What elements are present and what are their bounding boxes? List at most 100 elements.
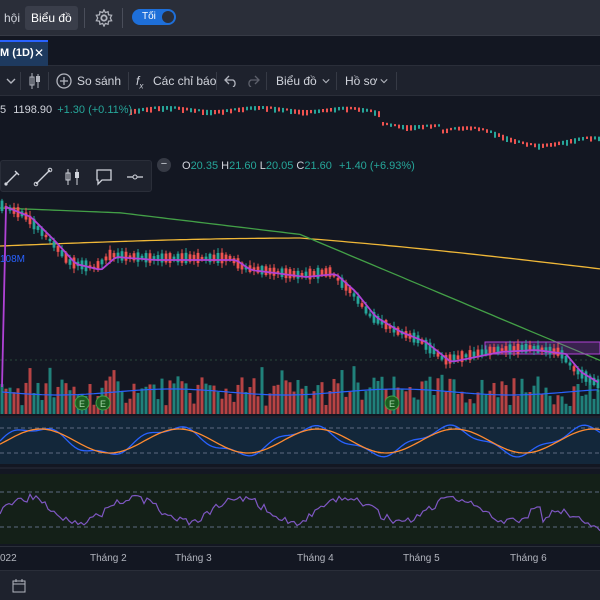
candle-body	[44, 234, 48, 238]
chart-tab[interactable]: M (1D) ✕	[0, 40, 48, 66]
theme-toggle[interactable]: Tối	[132, 9, 176, 25]
toggle-knob	[162, 11, 174, 23]
compare-bar	[334, 107, 336, 113]
candle-body	[24, 212, 28, 220]
candle-body	[140, 255, 144, 260]
compare-bar	[410, 125, 412, 131]
marker-circle[interactable]	[384, 395, 400, 411]
open-value: 20.35	[190, 160, 219, 172]
time-axis-label: Tháng 6	[510, 553, 547, 564]
plus-circle-icon[interactable]	[56, 73, 72, 89]
gear-icon[interactable]	[95, 9, 113, 27]
marker-label: E	[389, 399, 395, 409]
volume-bar	[560, 396, 564, 414]
candle-body	[192, 254, 196, 262]
volume-bar	[148, 384, 152, 414]
candle-body	[32, 218, 36, 230]
candle-body	[68, 259, 72, 265]
volume-bar	[68, 390, 72, 414]
volume-bar	[300, 388, 304, 414]
volume-bar	[184, 383, 188, 414]
compare-bar	[374, 110, 376, 116]
compare-bar	[218, 109, 220, 114]
compare-bar	[254, 106, 256, 111]
candle-body	[428, 342, 432, 354]
compare-bar	[290, 108, 292, 115]
compare-bar	[186, 107, 188, 111]
divider	[216, 72, 217, 90]
compare-bar	[582, 136, 584, 141]
compare-bar	[378, 111, 380, 118]
candle-body	[204, 256, 208, 260]
marker-circle[interactable]	[74, 395, 90, 411]
volume-bar	[592, 398, 596, 414]
candle-body	[468, 350, 472, 360]
calendar-icon[interactable]	[12, 579, 26, 593]
chart-area[interactable]: E E E	[0, 96, 600, 546]
redo-icon[interactable]	[246, 75, 260, 87]
fx-icon[interactable]: fx	[136, 74, 144, 91]
compare-bar	[454, 127, 456, 130]
chevron-down-icon[interactable]	[322, 77, 330, 85]
volume-bar	[172, 383, 176, 414]
volume-bar	[428, 376, 432, 414]
compare-bar	[514, 139, 516, 144]
volume-bar	[92, 404, 96, 414]
compare-series	[130, 106, 600, 150]
compare-bar	[474, 126, 476, 129]
compare-button[interactable]: So sánh	[77, 74, 122, 88]
close-icon[interactable]: ✕	[34, 46, 45, 60]
trend-line-icon[interactable]	[33, 167, 53, 187]
chevron-down-icon[interactable]	[6, 76, 16, 86]
candle-body	[292, 270, 296, 278]
tab-chart[interactable]: Biểu đồ	[25, 6, 78, 30]
volume-bar	[316, 385, 320, 414]
candle-body	[252, 267, 256, 271]
compare-bar	[554, 142, 556, 147]
horizontal-line-icon[interactable]	[125, 167, 145, 187]
compare-bar	[402, 124, 404, 130]
volume-bar	[244, 392, 248, 414]
marker-circle[interactable]	[95, 395, 111, 411]
volume-bar	[580, 395, 584, 414]
profile-menu-button[interactable]: Hồ sơ	[345, 74, 378, 88]
divider	[48, 72, 49, 90]
compare-bar	[162, 106, 164, 112]
volume-bar	[124, 402, 128, 414]
ma-mid-line	[0, 207, 600, 361]
volume-bar	[476, 392, 480, 414]
collapse-button[interactable]: −	[157, 158, 171, 172]
volume-bar	[412, 397, 416, 414]
open-label: O	[182, 160, 191, 172]
candle-body	[364, 306, 368, 314]
candle-body	[128, 255, 132, 258]
tab-partial[interactable]: hội	[4, 11, 21, 25]
compare-bar	[246, 106, 248, 111]
undo-icon[interactable]	[224, 75, 238, 87]
candle-style-icon[interactable]	[63, 167, 83, 187]
volume-bar	[556, 395, 560, 414]
brush-icon[interactable]	[3, 167, 23, 187]
comment-icon[interactable]	[94, 167, 114, 187]
stoch-d-line	[0, 428, 600, 454]
compare-bar	[258, 106, 260, 110]
chart-menu-button[interactable]: Biểu đồ	[276, 74, 317, 88]
volume-bar	[324, 404, 328, 414]
candle-body	[520, 344, 524, 352]
price-chart[interactable]: E E E	[0, 96, 600, 546]
volume-bar	[452, 379, 456, 414]
candlestick-icon[interactable]	[28, 72, 42, 90]
candle-body	[64, 252, 68, 263]
compare-bar	[450, 127, 452, 131]
time-axis[interactable]: 022 Tháng 2 Tháng 3 Tháng 4 Tháng 5 Thán…	[0, 546, 600, 570]
compare-bar	[198, 109, 200, 112]
volume-bar	[440, 374, 444, 414]
compare-bar	[510, 137, 512, 143]
divider	[128, 72, 129, 90]
chevron-down-icon[interactable]	[380, 77, 388, 85]
indicators-button[interactable]: Các chỉ báo	[153, 74, 217, 88]
compare-bar	[274, 106, 276, 113]
candle-body	[228, 255, 232, 261]
volume-ma-line	[1, 388, 599, 396]
compare-bar	[238, 107, 240, 113]
